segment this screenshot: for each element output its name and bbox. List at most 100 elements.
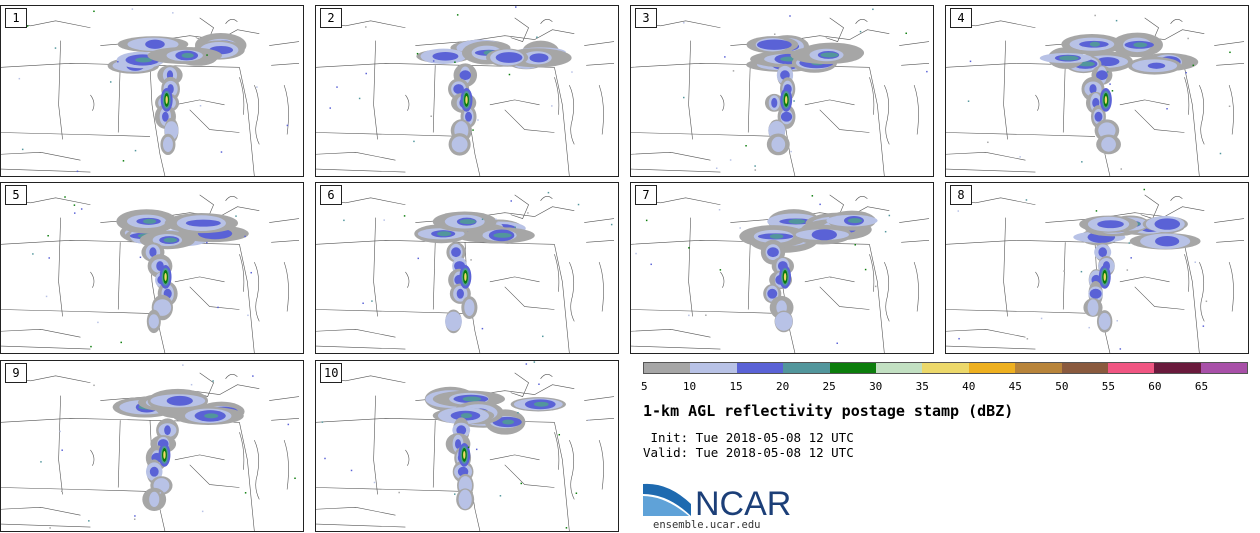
logo-url: ensemble.ucar.edu	[653, 519, 761, 531]
reflectivity-speckle	[1025, 199, 1028, 201]
reflectivity-map	[631, 8, 930, 176]
reflectivity-speckle	[872, 8, 874, 11]
reflectivity-speckle	[343, 219, 345, 222]
map-boundary	[1216, 63, 1245, 66]
reflectivity-speckle	[1081, 161, 1083, 163]
reflectivity-speckle	[683, 96, 685, 99]
map-boundary	[225, 19, 238, 24]
reflectivity-speckle	[577, 203, 580, 206]
reflectivity-10dbz	[1098, 122, 1116, 139]
reflectivity-speckle	[1166, 108, 1168, 110]
map-boundary	[504, 464, 555, 488]
map-panel-4: 4	[945, 5, 1249, 177]
reflectivity-15dbz	[164, 425, 171, 436]
reflectivity-speckle	[969, 60, 972, 63]
reflectivity-speckle	[739, 227, 741, 229]
reflectivity-speckle	[336, 86, 338, 88]
reflectivity-speckle	[790, 150, 792, 153]
map-boundary	[884, 84, 890, 145]
reflectivity-10dbz	[1098, 312, 1111, 330]
reflectivity-speckle	[525, 363, 528, 365]
colorbar-tick-label: 65	[1194, 380, 1209, 393]
map-boundary	[901, 63, 930, 66]
reflectivity-speckle	[93, 384, 95, 387]
reflectivity-speckle	[1128, 242, 1131, 244]
panel-number: 2	[320, 8, 342, 28]
reflectivity-15dbz	[185, 219, 221, 227]
map-panel-7: 7	[630, 182, 934, 354]
reflectivity-15dbz	[1155, 236, 1180, 247]
map-boundary	[1, 309, 151, 314]
colorbar-tick-label: 5	[641, 380, 648, 393]
reflectivity-speckle	[635, 252, 637, 255]
map-boundary	[316, 168, 406, 173]
reflectivity-speckle	[477, 119, 479, 121]
map-boundary	[819, 286, 870, 310]
reflectivity-speckle	[220, 151, 223, 153]
reflectivity-map	[946, 14, 1245, 176]
map-boundary	[189, 286, 240, 310]
map-boundary	[1164, 29, 1205, 40]
reflectivity-speckle	[819, 203, 821, 206]
reflectivity-speckle	[987, 141, 989, 144]
reflectivity-15dbz	[1096, 70, 1108, 81]
reflectivity-speckle	[558, 433, 561, 436]
reflectivity-speckle	[182, 364, 184, 366]
map-boundary	[688, 217, 693, 317]
colorbar-segment	[829, 363, 876, 373]
map-boundary	[554, 422, 570, 531]
reflectivity-speckle	[122, 160, 125, 162]
reflectivity-speckle	[1192, 64, 1195, 67]
map-boundary	[1, 132, 151, 137]
map-boundary	[1228, 84, 1234, 135]
map-boundary	[913, 84, 919, 135]
reflectivity-speckle	[905, 32, 907, 35]
reflectivity-speckle	[745, 145, 747, 147]
map-boundary	[1214, 41, 1245, 46]
reflectivity-speckle	[287, 423, 290, 426]
map-boundary	[554, 67, 570, 176]
reflectivity-speckle	[80, 208, 83, 210]
colorbar-ticks: 5 10 15 20 25 30 35 40 45 50 55 60 65	[641, 380, 1248, 394]
reflectivity-speckle	[520, 482, 523, 485]
reflectivity-speckle	[1115, 19, 1118, 22]
map-boundary	[584, 396, 615, 401]
reflectivity-map	[316, 361, 615, 531]
map-boundary	[405, 94, 410, 111]
reflectivity-20dbz	[1059, 55, 1079, 61]
map-boundary	[1, 328, 81, 338]
reflectivity-15dbz	[1094, 111, 1103, 122]
reflectivity-10dbz	[153, 299, 172, 316]
reflectivity-speckle	[109, 81, 112, 83]
map-boundary	[432, 242, 436, 310]
map-boundary	[1216, 240, 1245, 243]
map-boundary	[747, 65, 751, 133]
map-boundary	[510, 17, 529, 42]
map-boundary	[504, 109, 555, 133]
map-boundary	[869, 67, 885, 176]
reflectivity-15dbz	[166, 395, 193, 406]
map-boundary	[946, 132, 1096, 137]
reflectivity-15dbz	[767, 247, 779, 258]
reflectivity-35dbz	[1103, 272, 1106, 281]
reflectivity-20dbz	[788, 219, 806, 224]
reflectivity-speckle	[40, 461, 42, 463]
panel-number: 9	[5, 363, 27, 383]
reflectivity-10dbz	[458, 489, 472, 510]
reflectivity-speckle	[32, 253, 34, 255]
map-boundary	[271, 63, 300, 66]
map-panel-9: 9	[0, 360, 304, 532]
map-panel-10: 10	[315, 360, 619, 532]
reflectivity-speckle	[754, 165, 756, 167]
map-boundary	[819, 109, 870, 133]
map-boundary	[316, 506, 396, 516]
reflectivity-15dbz	[455, 439, 462, 449]
map-boundary	[569, 439, 575, 500]
map-boundary	[569, 84, 575, 145]
reflectivity-15dbz	[771, 97, 778, 108]
reflectivity-speckle	[358, 97, 361, 100]
reflectivity-speckle	[533, 361, 536, 363]
reflectivity-speckle	[705, 314, 707, 316]
reflectivity-speckle	[854, 244, 856, 246]
reflectivity-15dbz	[456, 425, 467, 436]
